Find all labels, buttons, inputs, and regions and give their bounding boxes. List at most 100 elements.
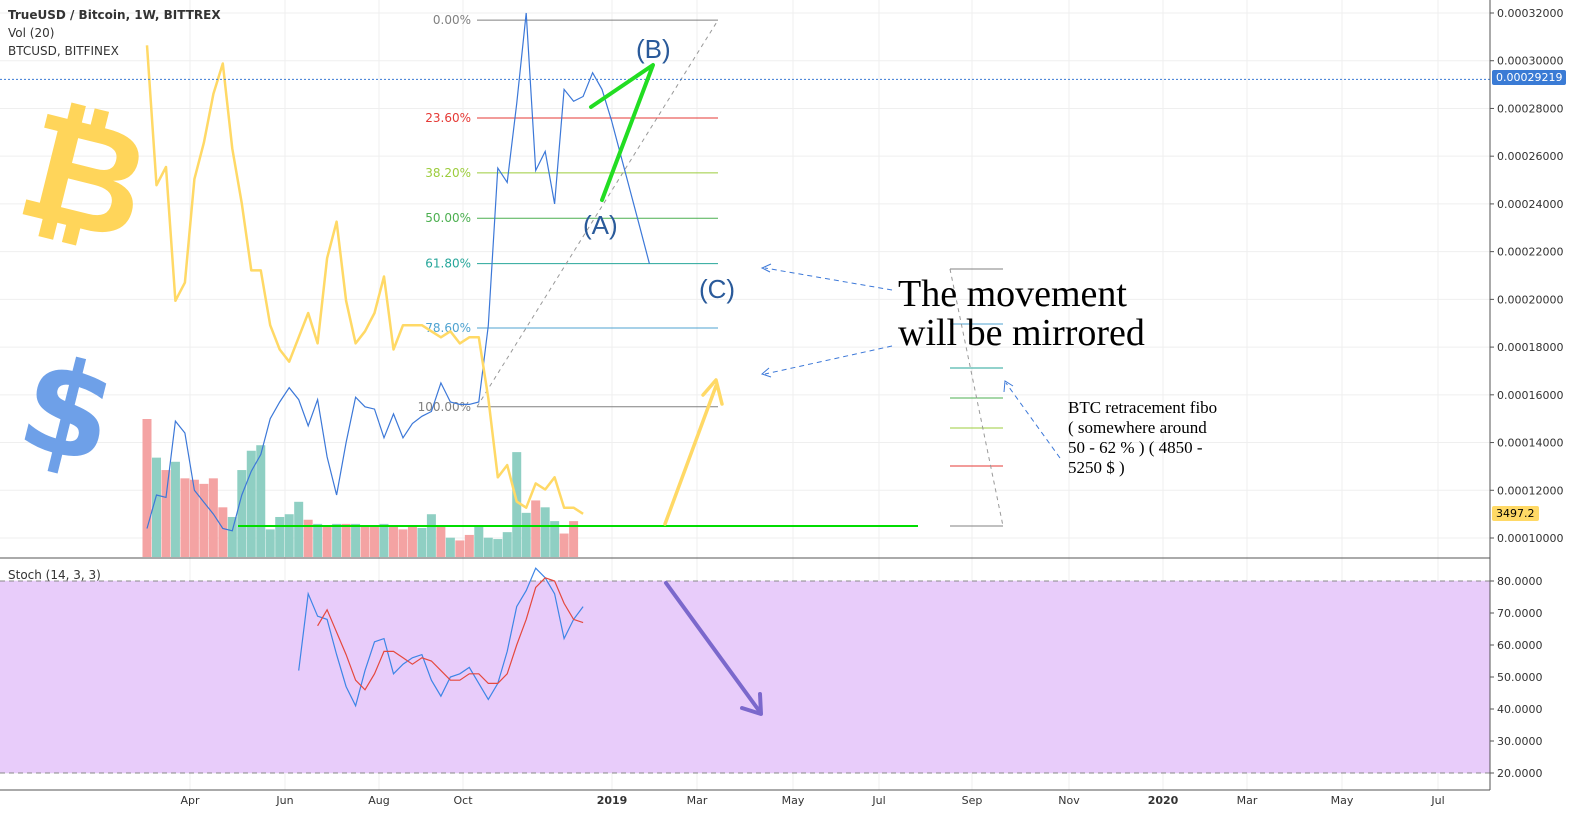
volume-bar <box>275 516 285 557</box>
volume-bar <box>322 526 332 557</box>
stochastic-pane <box>0 567 1490 774</box>
volume-bar <box>483 537 493 557</box>
decorations: ₿$ <box>4 78 165 495</box>
price-tick-label: 0.00014000 <box>1497 437 1563 450</box>
drawings <box>238 63 1061 716</box>
stoch-tick-label: 60.0000 <box>1497 639 1543 652</box>
volume-bar <box>256 445 266 557</box>
time-tick-label: Sep <box>962 794 983 807</box>
volume-bar <box>237 470 247 557</box>
mirror-annotation-line1: The movement <box>898 273 1127 315</box>
volume-bar <box>445 537 455 557</box>
volume-bar <box>569 521 579 557</box>
volume-bar <box>426 514 436 557</box>
stoch-tick-label: 80.0000 <box>1497 575 1543 588</box>
time-tick-label: Aug <box>368 794 389 807</box>
tusd-btc-line <box>146 12 650 532</box>
time-tick-label: Nov <box>1058 794 1080 807</box>
fibo-note-line1: BTC retracement fibo <box>1068 398 1218 417</box>
volume-bar <box>303 519 313 557</box>
wave-abc-path <box>589 63 655 202</box>
volume-bar <box>332 523 342 557</box>
stoch-projection-arrow <box>664 581 762 714</box>
btc-fibonacci-retracement[interactable] <box>949 268 1004 527</box>
btc-projection-arrow <box>663 384 718 526</box>
mirror-annotation-line2: will be mirrored <box>898 312 1145 354</box>
mirror-annotation[interactable]: The movement will be mirrored <box>898 275 1145 353</box>
fib-level-label: 0.00% <box>433 13 471 27</box>
volume-bar <box>170 461 180 557</box>
fib-level-label: 61.80% <box>425 257 471 271</box>
volume-bar <box>284 514 294 557</box>
time-tick-label: Oct <box>453 794 473 807</box>
volume-bar <box>218 507 228 557</box>
stoch-tick-label: 30.0000 <box>1497 735 1543 748</box>
price-tick-label: 0.00026000 <box>1497 150 1563 163</box>
volume-bar <box>531 500 541 557</box>
fib-trend-line <box>476 19 719 408</box>
volume-bar <box>294 501 304 557</box>
fibonacci-retracement[interactable]: 0.00% 23.60% 38.20% 50.00% 61.80% 78.60% 100.0… <box>418 13 719 414</box>
callout-arrowhead-bottom <box>761 367 772 378</box>
volume-bar <box>313 523 323 557</box>
price-tick-label: 0.00032000 <box>1497 7 1563 20</box>
volume-bar <box>265 529 275 557</box>
bitcoin-logo-icon: ₿ <box>4 78 165 276</box>
stoch-band <box>0 581 1490 773</box>
wave-c-label[interactable]: (C) <box>699 274 736 304</box>
btc-fib-trend-line <box>949 268 1004 527</box>
time-tick-label: May <box>1331 794 1354 807</box>
time-tick-label: Jul <box>1430 794 1444 807</box>
price-tick-label: 0.00012000 <box>1497 484 1563 497</box>
price-tick-label: 0.00024000 <box>1497 198 1563 211</box>
stoch-legend[interactable]: Stoch (14, 3, 3) <box>8 568 101 582</box>
price-tick-label: 0.00022000 <box>1497 246 1563 259</box>
volume-bars <box>142 419 579 557</box>
dollar-logo-icon: $ <box>6 325 131 494</box>
btc-projection-arrowhead <box>701 378 724 406</box>
time-tick-label: Jun <box>275 794 293 807</box>
price-tick-label: 0.00020000 <box>1497 293 1563 306</box>
fibo-note-line2: ( somewhere around <box>1068 418 1207 437</box>
volume-bar <box>199 483 209 557</box>
current-price-tag: 0.00029219 <box>1492 70 1567 85</box>
volume-bar <box>455 540 465 557</box>
volume-bar <box>351 523 361 557</box>
volume-bar <box>464 534 474 557</box>
fib-level-label: 100.00% <box>418 400 471 414</box>
volume-legend[interactable]: Vol (20) <box>8 26 55 40</box>
fibo-note[interactable]: BTC retracement fibo ( somewhere around … <box>1068 398 1217 478</box>
stoch-tick-label: 70.0000 <box>1497 607 1543 620</box>
callout-arrowhead-top <box>760 263 772 273</box>
fib-level-label: 50.00% <box>425 211 471 225</box>
fib-level-label: 78.60% <box>425 321 471 335</box>
volume-bar <box>550 521 560 557</box>
wave-a-label[interactable]: (A) <box>583 210 618 240</box>
volume-bar <box>502 532 512 557</box>
time-tick-label: Apr <box>180 794 200 807</box>
stoch-tick-label: 50.0000 <box>1497 671 1543 684</box>
callout-arrow-top <box>764 267 893 291</box>
callout-arrow-fibo <box>1005 382 1061 459</box>
volume-bar <box>540 507 550 557</box>
compare-legend[interactable]: BTCUSD, BITFINEX <box>8 44 119 58</box>
price-tick-label: 0.00030000 <box>1497 55 1563 68</box>
price-series <box>0 12 1490 532</box>
volume-bar <box>341 523 351 557</box>
wave-b-label[interactable]: (B) <box>636 34 671 64</box>
price-tick-label: 0.00010000 <box>1497 532 1563 545</box>
volume-bar <box>189 479 199 557</box>
volume-bar <box>436 525 446 557</box>
time-tick-label: May <box>782 794 805 807</box>
volume-bar <box>370 525 380 557</box>
time-tick-label: Mar <box>1237 794 1258 807</box>
volume-bar <box>180 478 190 557</box>
symbol-title[interactable]: TrueUSD / Bitcoin, 1W, BITTREX <box>8 8 221 22</box>
volume-bar <box>559 533 569 557</box>
volume-bar <box>493 539 503 557</box>
stoch-d-line <box>317 577 584 691</box>
time-tick-label: Jul <box>871 794 885 807</box>
callout-arrowhead-fibo <box>1003 380 1014 393</box>
